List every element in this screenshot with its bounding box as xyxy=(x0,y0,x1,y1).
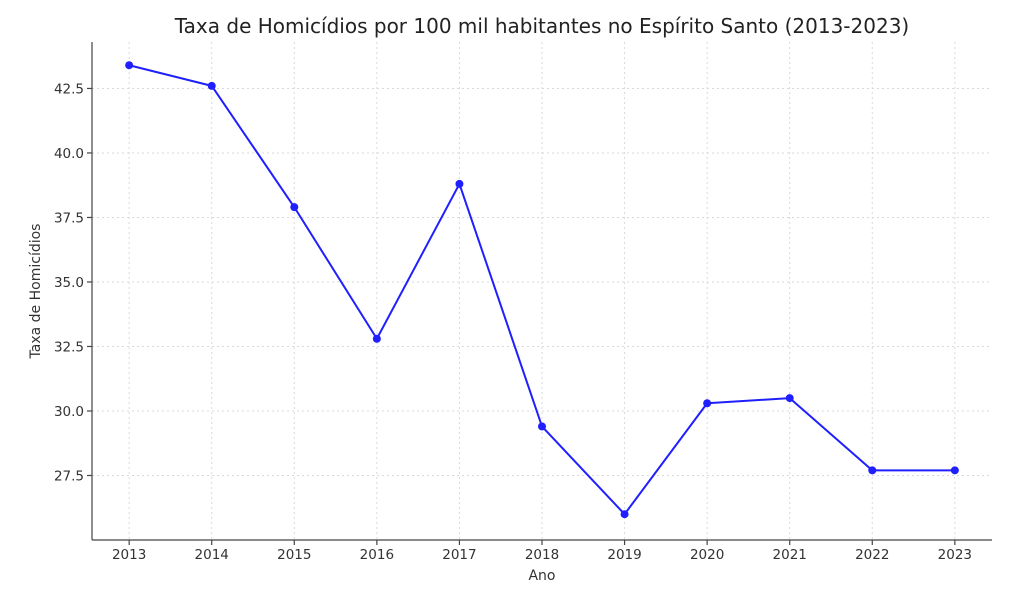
data-point xyxy=(538,422,546,431)
series xyxy=(125,61,959,519)
axes xyxy=(91,42,992,541)
x-tick-label: 2023 xyxy=(938,547,972,563)
x-axis-label: Ano xyxy=(528,568,555,584)
x-tick-label: 2014 xyxy=(195,547,229,563)
x-tick-label: 2021 xyxy=(773,547,807,563)
x-tick-label: 2019 xyxy=(607,547,641,563)
data-point xyxy=(125,61,134,70)
data-point xyxy=(950,466,959,475)
y-tick-label: 42.5 xyxy=(54,81,84,97)
data-point xyxy=(703,399,712,408)
data-point xyxy=(207,81,216,90)
y-tick-label: 30.0 xyxy=(54,404,84,420)
data-point xyxy=(372,334,381,343)
data-point xyxy=(455,179,464,188)
y-tick-label: 27.5 xyxy=(54,468,84,484)
x-tick-label: 2018 xyxy=(525,547,559,563)
y-tick-label: 37.5 xyxy=(54,210,84,226)
data-point xyxy=(290,203,299,212)
ticks: 2013 2014 2015 2016 2017 2018 2019 2020 2021 2022… xyxy=(54,81,972,563)
x-tick-label: 2016 xyxy=(360,547,394,563)
data-point xyxy=(620,510,629,519)
x-tick-label: 2017 xyxy=(442,547,476,563)
y-tick-label: 32.5 xyxy=(54,339,84,355)
x-tick-label: 2015 xyxy=(277,547,311,563)
data-point xyxy=(785,394,794,403)
x-tick-label: 2013 xyxy=(112,547,146,563)
x-tick-label: 2022 xyxy=(855,547,889,563)
y-axis-label: Taxa de Homicídios xyxy=(28,224,44,360)
grid xyxy=(92,42,992,540)
data-point xyxy=(868,466,877,475)
chart-title: Taxa de Homicídios por 100 mil habitante… xyxy=(174,14,909,38)
y-tick-label: 40.0 xyxy=(54,146,84,162)
y-tick-label: 35.0 xyxy=(54,275,84,291)
x-tick-label: 2020 xyxy=(690,547,724,563)
